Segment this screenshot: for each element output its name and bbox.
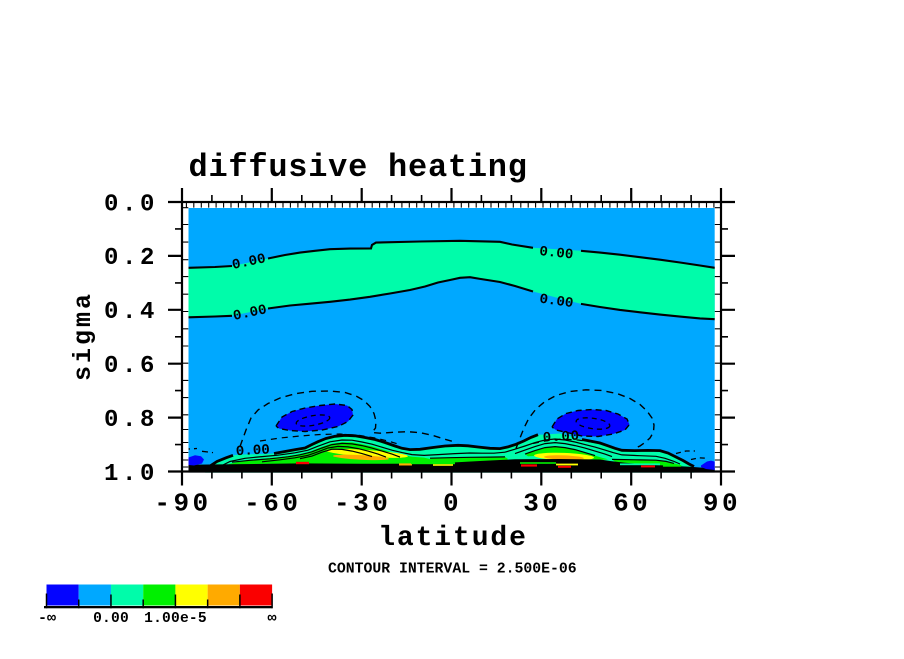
svg-text:0.00: 0.00 [235, 442, 270, 460]
svg-text:0.00: 0.00 [231, 251, 268, 274]
svg-text:60: 60 [613, 489, 651, 519]
svg-text:0.00: 0.00 [538, 292, 574, 313]
svg-text:0.00: 0.00 [538, 244, 574, 263]
svg-text:0.00: 0.00 [232, 302, 269, 325]
svg-text:-∞: -∞ [38, 610, 56, 627]
svg-text:0.2: 0.2 [104, 245, 158, 272]
svg-text:CONTOUR INTERVAL = 2.500E-06: CONTOUR INTERVAL = 2.500E-06 [328, 562, 577, 578]
svg-text:sigma: sigma [69, 291, 98, 381]
svg-text:0.0: 0.0 [104, 191, 158, 218]
svg-text:0.00: 0.00 [542, 429, 580, 447]
svg-text:0.6: 0.6 [104, 353, 158, 380]
svg-text:0.4: 0.4 [104, 299, 158, 326]
svg-text:0.8: 0.8 [104, 407, 158, 434]
svg-text:-90: -90 [154, 489, 211, 519]
svg-text:diffusive heating: diffusive heating [189, 149, 528, 186]
svg-text:-30: -30 [334, 489, 391, 519]
svg-text:30: 30 [523, 489, 561, 519]
svg-text:0: 0 [443, 489, 462, 519]
svg-text:1.00e-5: 1.00e-5 [144, 611, 207, 627]
svg-text:90: 90 [703, 489, 741, 519]
svg-text:latitude: latitude [378, 523, 528, 554]
svg-text:0.00: 0.00 [93, 611, 129, 627]
svg-text:-60: -60 [244, 489, 301, 519]
svg-text:∞: ∞ [267, 610, 276, 627]
svg-text:1.0: 1.0 [104, 461, 158, 488]
